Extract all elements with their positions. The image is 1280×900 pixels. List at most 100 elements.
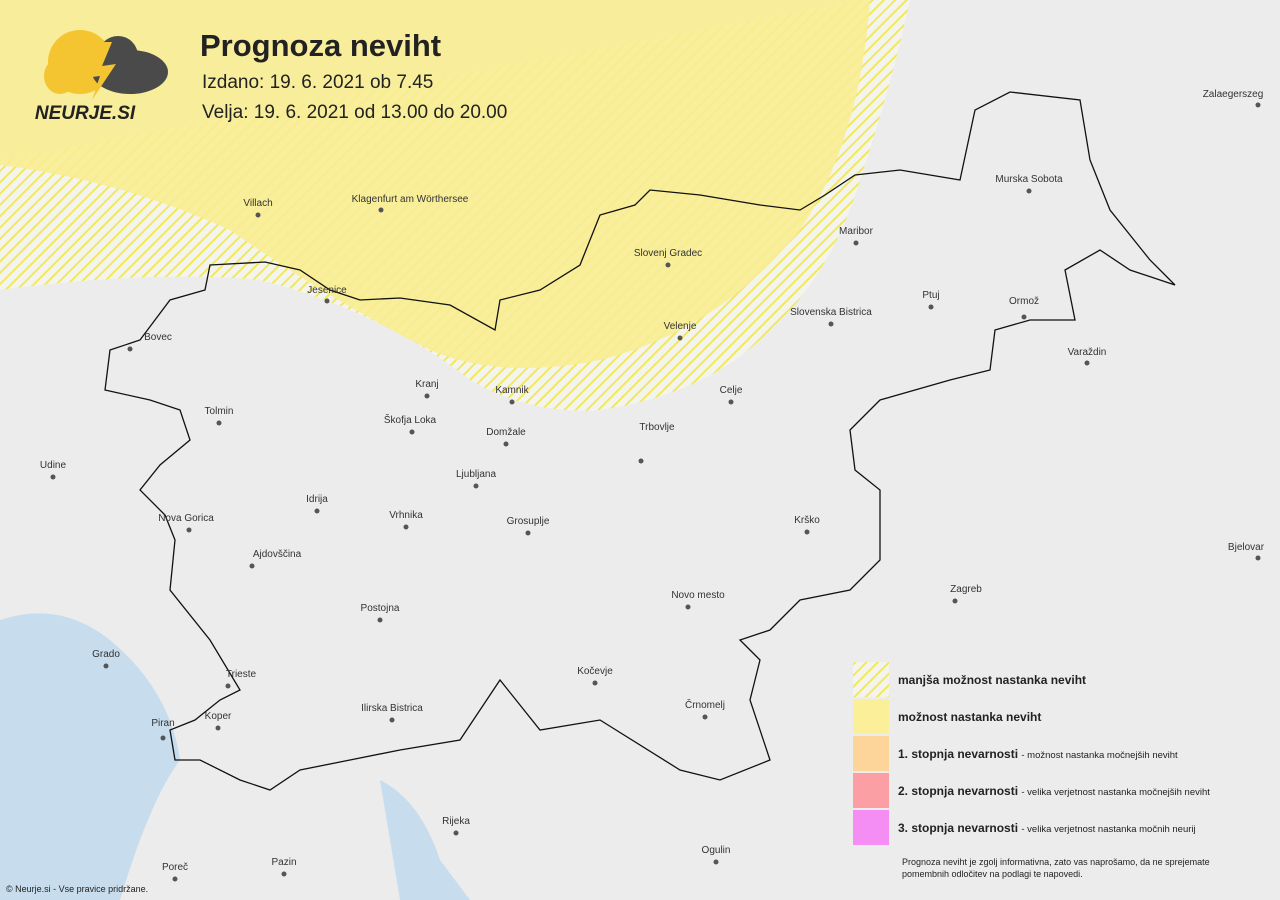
city-dot bbox=[1026, 188, 1032, 194]
city-dot bbox=[255, 212, 261, 218]
legend-item: manjša možnost nastanka neviht bbox=[898, 673, 1086, 687]
city-label: Jesenice bbox=[307, 285, 347, 296]
city-label: Idrija bbox=[306, 494, 328, 505]
city-label: Trbovlje bbox=[639, 422, 675, 433]
city-label: Nova Gorica bbox=[158, 513, 214, 524]
city-label: Kamnik bbox=[495, 385, 529, 396]
city-dot bbox=[1021, 314, 1027, 320]
city-dot bbox=[160, 735, 166, 741]
city-dot bbox=[685, 604, 691, 610]
city-label: Villach bbox=[243, 198, 272, 209]
city-dot bbox=[324, 298, 330, 304]
city-label: Domžale bbox=[486, 427, 526, 438]
city-label: Varaždin bbox=[1068, 347, 1107, 358]
legend-label: 3. stopnja nevarnosti bbox=[898, 821, 1019, 835]
legend-swatch bbox=[853, 662, 889, 697]
legend-swatch bbox=[853, 699, 889, 734]
legend-item: 1. stopnja nevarnosti - možnost nastanka… bbox=[898, 747, 1178, 761]
city-dot bbox=[828, 321, 834, 327]
city-label: Ljubljana bbox=[456, 469, 496, 480]
city-dot bbox=[403, 524, 409, 530]
city-dot bbox=[592, 680, 598, 686]
legend-desc: - velika verjetnost nastanka močnejših n… bbox=[1021, 787, 1210, 798]
legend-swatch bbox=[853, 773, 889, 808]
city-dot bbox=[804, 529, 810, 535]
legend-item: 2. stopnja nevarnosti - velika verjetnos… bbox=[898, 784, 1210, 798]
legend-desc: - možnost nastanka močnejših neviht bbox=[1021, 750, 1178, 761]
city-label: Zalaegerszeg bbox=[1203, 89, 1264, 100]
legend-label: možnost nastanka neviht bbox=[898, 710, 1042, 724]
city-label: Rijeka bbox=[442, 816, 470, 827]
legend-desc: - velika verjetnost nastanka močnih neur… bbox=[1021, 824, 1196, 835]
city-dot bbox=[172, 876, 178, 882]
city-dot bbox=[453, 830, 459, 836]
city-label: Pazin bbox=[271, 857, 296, 868]
city-label: Krško bbox=[794, 515, 820, 526]
city-dot bbox=[638, 458, 644, 464]
city-label: Grado bbox=[92, 649, 120, 660]
city-label: Ajdovščina bbox=[253, 549, 302, 560]
city-label: Kranj bbox=[415, 379, 438, 390]
city-dot bbox=[424, 393, 430, 399]
city-dot bbox=[952, 598, 958, 604]
city-dot bbox=[389, 717, 395, 723]
city-dot bbox=[503, 441, 509, 447]
city-dot bbox=[378, 207, 384, 213]
city-dot bbox=[702, 714, 708, 720]
city-dot bbox=[509, 399, 515, 405]
city-label: Maribor bbox=[839, 226, 874, 237]
city-dot bbox=[186, 527, 192, 533]
disclaimer: Prognoza neviht je zgolj informativna, z… bbox=[902, 857, 1210, 879]
logo-text: NEURJE.SI bbox=[35, 103, 136, 124]
city-label: Piran bbox=[151, 718, 174, 729]
city-dot bbox=[1084, 360, 1090, 366]
city-label: Škofja Loka bbox=[384, 413, 437, 426]
city-dot bbox=[249, 563, 255, 569]
city-dot bbox=[677, 335, 683, 341]
city-dot bbox=[1255, 102, 1261, 108]
city-dot bbox=[728, 399, 734, 405]
legend-item: 3. stopnja nevarnosti - velika verjetnos… bbox=[898, 821, 1196, 835]
city-dot bbox=[215, 725, 221, 731]
city-label: Kočevje bbox=[577, 666, 613, 677]
logo-icon bbox=[44, 30, 168, 100]
city-label: Tolmin bbox=[205, 406, 234, 417]
city-dot bbox=[103, 663, 109, 669]
legend-label: 1. stopnja nevarnosti bbox=[898, 747, 1019, 761]
city-label: Ilirska Bistrica bbox=[361, 703, 423, 714]
city-dot bbox=[713, 859, 719, 865]
legend-item: možnost nastanka neviht bbox=[898, 710, 1041, 724]
city-label: Slovenska Bistrica bbox=[790, 307, 872, 318]
city-label: Koper bbox=[205, 711, 232, 722]
city-label: Ogulin bbox=[702, 845, 731, 856]
city-dot bbox=[281, 871, 287, 877]
city-label: Celje bbox=[720, 385, 743, 396]
issued: Izdano: 19. 6. 2021 ob 7.45 bbox=[202, 72, 434, 93]
city-label: Črnomelj bbox=[685, 698, 725, 711]
sea bbox=[0, 613, 180, 900]
city-label: Vrhnika bbox=[389, 510, 423, 521]
city-dot bbox=[665, 262, 671, 268]
city-dot bbox=[409, 429, 415, 435]
city-dot bbox=[1255, 555, 1261, 561]
city-label: Grosuplje bbox=[507, 516, 550, 527]
city-label: Postojna bbox=[361, 603, 400, 614]
city-label: Ptuj bbox=[922, 290, 939, 301]
city-label: Slovenj Gradec bbox=[634, 248, 702, 259]
city-dot bbox=[525, 530, 531, 536]
city-label: Ormož bbox=[1009, 296, 1039, 307]
city-label: Murska Sobota bbox=[995, 174, 1063, 185]
city-dot bbox=[473, 483, 479, 489]
city-dot bbox=[928, 304, 934, 310]
city-dot bbox=[216, 420, 222, 426]
sea bbox=[380, 780, 470, 900]
storm-chance-zone bbox=[0, 0, 870, 368]
legend-swatch bbox=[853, 810, 889, 845]
city-label: Novo mesto bbox=[671, 590, 725, 601]
legend-swatch bbox=[853, 736, 889, 771]
city-dot bbox=[853, 240, 859, 246]
country-border bbox=[104, 91, 1176, 791]
city-label: Velenje bbox=[664, 321, 697, 332]
